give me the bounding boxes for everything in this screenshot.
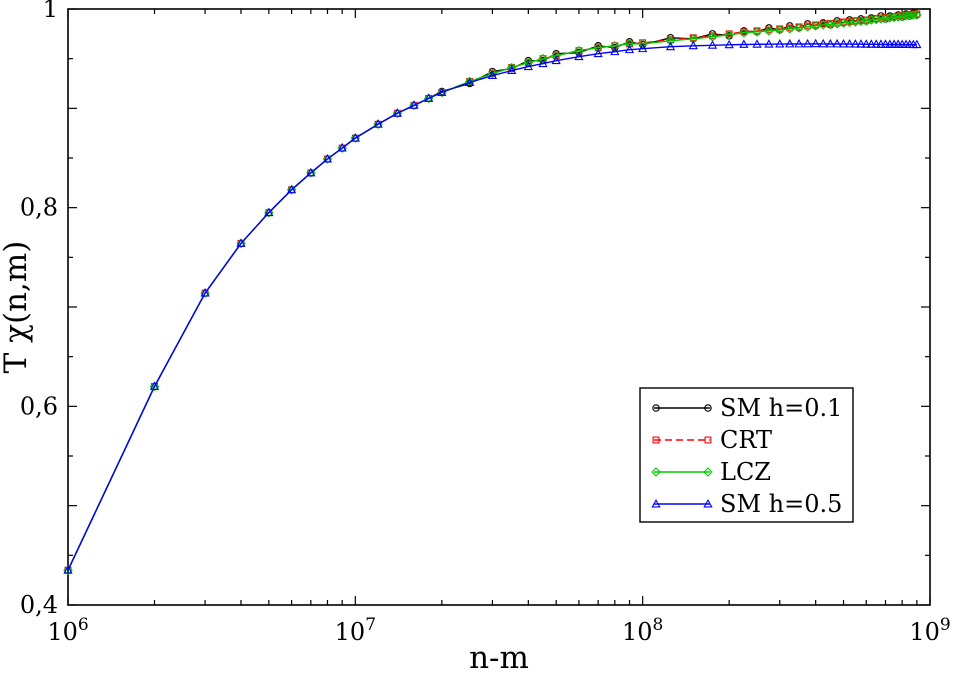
- legend-label: SM h=0.5: [720, 490, 842, 518]
- x-tick-label: 108: [622, 615, 663, 646]
- x-tick-label: 107: [335, 615, 376, 646]
- legend-entry: LCZ: [651, 458, 771, 486]
- tick-labels: 106 107 108 109 0,4 0,6 0,8 1: [20, 0, 951, 646]
- legend-entry: CRT: [652, 426, 772, 454]
- x-tick-label: 109: [909, 615, 950, 646]
- y-tick-label: 0,4: [20, 591, 58, 619]
- legend-box: [639, 387, 854, 523]
- legend-entry: SM h=0.1: [652, 394, 842, 422]
- legend-label: LCZ: [720, 458, 771, 486]
- axis-ticks: [67, 8, 931, 606]
- legend: SM h=0.1 CRT LCZ SM h=0.5: [639, 387, 854, 523]
- legend-entry: SM h=0.5: [651, 490, 842, 518]
- y-tick-label: 0,6: [20, 392, 58, 420]
- x-tick-label: 106: [47, 615, 88, 646]
- y-axis-label: T χ(n,m): [0, 241, 34, 374]
- y-tick-label: 0,8: [20, 194, 58, 222]
- x-axis-label: n-m: [469, 640, 529, 676]
- y-tick-label: 1: [43, 0, 58, 23]
- legend-label: CRT: [720, 426, 772, 454]
- legend-label: SM h=0.1: [720, 394, 842, 422]
- series-sm-h-0.5: [63, 38, 922, 574]
